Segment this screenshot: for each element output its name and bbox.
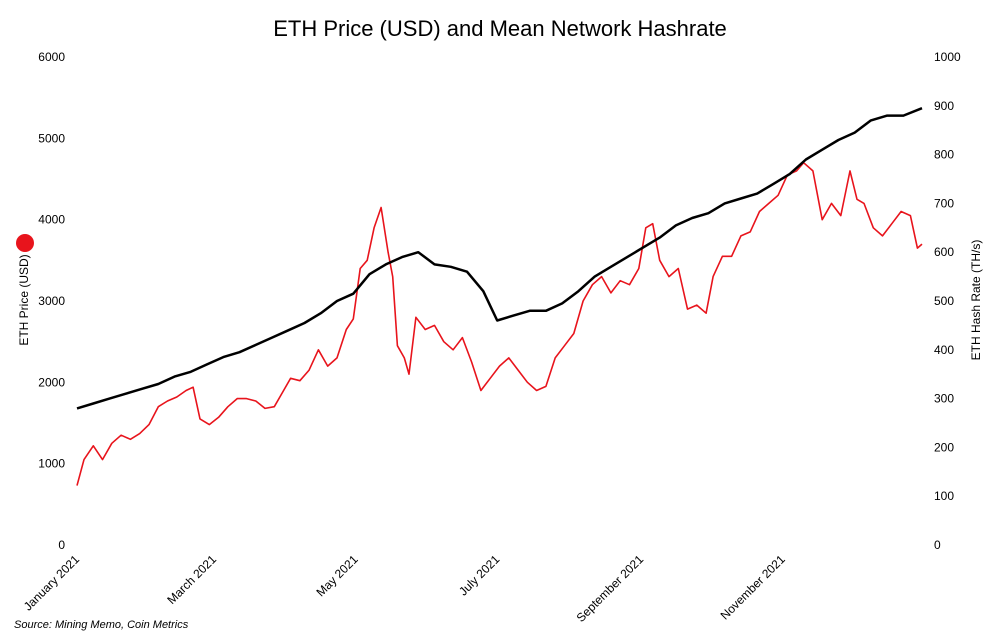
y-right-tick-label: 1000 <box>934 50 961 64</box>
y-right-tick-label: 900 <box>934 99 954 113</box>
y-right-tick-label: 100 <box>934 489 954 503</box>
y-left-tick-label: 5000 <box>38 131 65 145</box>
x-tick-label: May 2021 <box>314 552 361 599</box>
y-right-tick-label: 600 <box>934 245 954 259</box>
x-tick-label: March 2021 <box>164 552 219 607</box>
y-left-tick-label: 6000 <box>38 50 65 64</box>
x-tick-label: September 2021 <box>574 552 647 625</box>
y-axis-right-label: ETH Hash Rate (TH/s) <box>969 240 983 361</box>
source-note: Source: Mining Memo, Coin Metrics <box>14 619 189 631</box>
y-axis-left-ticks: 0 1000 2000 3000 4000 5000 6000 <box>38 50 65 552</box>
x-tick-label: January 2021 <box>21 552 83 614</box>
y-right-tick-label: 400 <box>934 343 954 357</box>
y-left-tick-label: 4000 <box>38 213 65 227</box>
x-tick-label: November 2021 <box>718 552 789 623</box>
y-left-tick-label: 2000 <box>38 375 65 389</box>
y-right-tick-label: 700 <box>934 196 954 210</box>
x-tick-label: July 2021 <box>456 552 502 598</box>
y-axis-right-ticks: 0 100 200 300 400 500 600 700 800 900 1000 <box>934 50 961 552</box>
y-left-tick-label: 0 <box>58 538 65 552</box>
y-right-tick-label: 800 <box>934 148 954 162</box>
hashrate-series-line <box>76 107 923 410</box>
price-series-line <box>76 161 923 486</box>
y-left-tick-label: 1000 <box>38 457 65 471</box>
y-right-tick-label: 300 <box>934 392 954 406</box>
x-axis-ticks: January 2021 March 2021 May 2021 July 2021 S… <box>21 552 788 625</box>
y-right-tick-label: 0 <box>934 538 941 552</box>
y-right-tick-label: 200 <box>934 440 954 454</box>
red-dot-marker <box>16 234 34 252</box>
y-axis-left-label: ETH Price (USD) <box>17 254 31 345</box>
series-group <box>76 107 923 486</box>
y-left-tick-label: 3000 <box>38 294 65 308</box>
y-right-tick-label: 500 <box>934 294 954 308</box>
chart-title: ETH Price (USD) and Mean Network Hashrat… <box>273 16 727 41</box>
